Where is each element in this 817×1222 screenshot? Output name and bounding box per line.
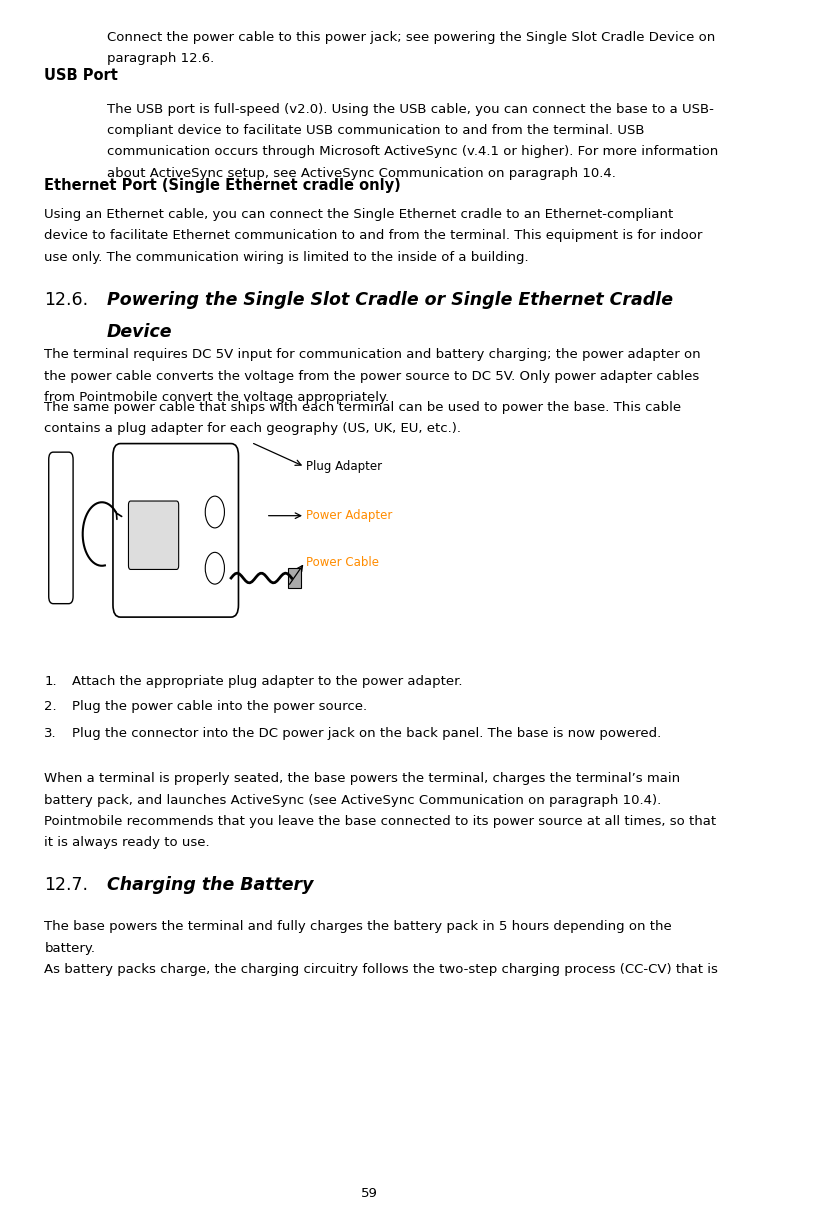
Text: Using an Ethernet cable, you can connect the Single Ethernet cradle to an Ethern: Using an Ethernet cable, you can connect… xyxy=(44,208,673,221)
Text: Charging the Battery: Charging the Battery xyxy=(107,876,314,895)
Text: use only. The communication wiring is limited to the inside of a building.: use only. The communication wiring is li… xyxy=(44,251,529,264)
FancyBboxPatch shape xyxy=(128,501,179,569)
Text: 2.: 2. xyxy=(44,700,57,714)
Text: Plug the power cable into the power source.: Plug the power cable into the power sour… xyxy=(73,700,368,714)
Text: 12.7.: 12.7. xyxy=(44,876,88,895)
Text: As battery packs charge, the charging circuitry follows the two-step charging pr: As battery packs charge, the charging ci… xyxy=(44,963,718,976)
Circle shape xyxy=(205,552,225,584)
Text: Plug Adapter: Plug Adapter xyxy=(306,461,382,473)
FancyBboxPatch shape xyxy=(113,444,239,617)
Text: USB Port: USB Port xyxy=(44,68,118,83)
Bar xyxy=(56,473,65,492)
Text: contains a plug adapter for each geography (US, UK, EU, etc.).: contains a plug adapter for each geograp… xyxy=(44,422,462,435)
Circle shape xyxy=(205,496,225,528)
Bar xyxy=(288,568,301,588)
Text: Powering the Single Slot Cradle or Single Ethernet Cradle: Powering the Single Slot Cradle or Singl… xyxy=(107,291,673,309)
Text: compliant device to facilitate USB communication to and from the terminal. USB: compliant device to facilitate USB commu… xyxy=(107,123,645,137)
Text: The USB port is full-speed (v2.0). Using the USB cable, you can connect the base: The USB port is full-speed (v2.0). Using… xyxy=(107,103,714,116)
Text: Device: Device xyxy=(107,323,172,341)
Text: Attach the appropriate plug adapter to the power adapter.: Attach the appropriate plug adapter to t… xyxy=(73,675,463,688)
Text: Power Adapter: Power Adapter xyxy=(306,510,393,522)
Text: When a terminal is properly seated, the base powers the terminal, charges the te: When a terminal is properly seated, the … xyxy=(44,772,681,786)
Text: the power cable converts the voltage from the power source to DC 5V. Only power : the power cable converts the voltage fro… xyxy=(44,369,699,382)
Text: Pointmobile recommends that you leave the base connected to its power source at : Pointmobile recommends that you leave th… xyxy=(44,815,717,829)
Text: The same power cable that ships with each terminal can be used to power the base: The same power cable that ships with eac… xyxy=(44,401,681,414)
Bar xyxy=(56,514,65,534)
Text: Plug the connector into the DC power jack on the back panel. The base is now pow: Plug the connector into the DC power jac… xyxy=(73,727,662,741)
Text: 3.: 3. xyxy=(44,727,57,741)
Text: about ActiveSync setup, see ActiveSync Communication on paragraph 10.4.: about ActiveSync setup, see ActiveSync C… xyxy=(107,166,616,180)
Text: it is always ready to use.: it is always ready to use. xyxy=(44,836,210,849)
Text: device to facilitate Ethernet communication to and from the terminal. This equip: device to facilitate Ethernet communicat… xyxy=(44,230,703,242)
Text: Connect the power cable to this power jack; see powering the Single Slot Cradle : Connect the power cable to this power ja… xyxy=(107,31,716,44)
Text: Ethernet Port (Single Ethernet cradle only): Ethernet Port (Single Ethernet cradle on… xyxy=(44,178,401,193)
FancyBboxPatch shape xyxy=(49,452,73,604)
Text: 12.6.: 12.6. xyxy=(44,291,88,309)
Text: paragraph 12.6.: paragraph 12.6. xyxy=(107,51,214,65)
Text: battery pack, and launches ActiveSync (see ActiveSync Communication on paragraph: battery pack, and launches ActiveSync (s… xyxy=(44,794,662,807)
Text: battery.: battery. xyxy=(44,941,96,954)
Text: Power Cable: Power Cable xyxy=(306,556,379,568)
Text: 59: 59 xyxy=(361,1187,377,1200)
Text: The terminal requires DC 5V input for communication and battery charging; the po: The terminal requires DC 5V input for co… xyxy=(44,348,701,362)
Text: from Pointmobile convert the voltage appropriately.: from Pointmobile convert the voltage app… xyxy=(44,391,390,404)
Text: The base powers the terminal and fully charges the battery pack in 5 hours depen: The base powers the terminal and fully c… xyxy=(44,920,672,934)
Text: 1.: 1. xyxy=(44,675,57,688)
Text: communication occurs through Microsoft ActiveSync (v.4.1 or higher). For more in: communication occurs through Microsoft A… xyxy=(107,145,718,159)
